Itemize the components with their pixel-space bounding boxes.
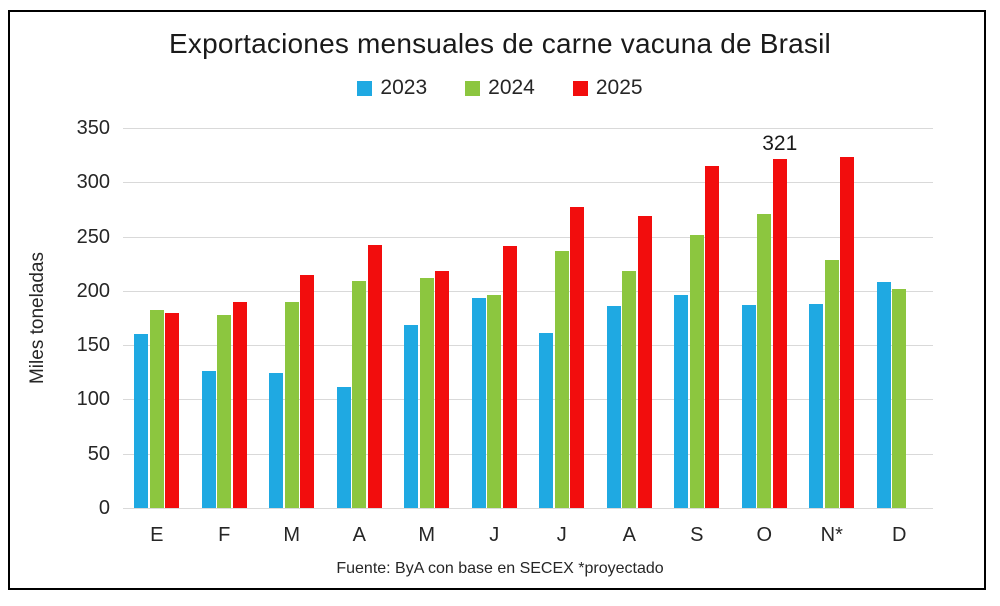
y-tick-label-100: 100 — [76, 388, 110, 411]
legend-item-2023: 2023 — [357, 76, 427, 100]
bar-2024-M — [284, 302, 299, 508]
bar-2023-J — [471, 298, 486, 508]
x-axis-label-M: M — [283, 524, 301, 546]
bar-2023-O — [741, 305, 756, 508]
bar-2023-J — [539, 333, 554, 508]
x-axis-label-A: A — [622, 524, 636, 546]
bar-2024-E — [149, 310, 164, 508]
bar-2025-N* — [840, 157, 855, 508]
x-axis-label-J: J — [556, 524, 567, 546]
bar-2024-J — [554, 251, 569, 508]
bar-2024-D — [892, 289, 907, 508]
legend-swatch-2023 — [357, 80, 373, 96]
legend-swatch-2024 — [465, 80, 481, 96]
bar-2025-J — [570, 207, 585, 508]
bar-2023-A — [336, 387, 351, 508]
x-axis-label-S: S — [690, 524, 704, 546]
y-tick-label-150: 150 — [76, 334, 110, 357]
bar-2025-F — [232, 302, 247, 508]
bar-2025-M — [435, 271, 450, 508]
bar-value-label: 321 — [762, 132, 798, 155]
bar-2023-E — [134, 334, 149, 508]
gridline-200 — [123, 290, 933, 292]
gridline-50 — [123, 453, 933, 455]
y-tick-label-300: 300 — [76, 171, 110, 194]
bar-2025-E — [165, 313, 180, 508]
gridline-350 — [123, 128, 933, 129]
gridline-0 — [123, 508, 933, 509]
bar-2024-M — [419, 278, 434, 508]
bar-2024-S — [689, 235, 704, 508]
bar-2024-O — [757, 214, 772, 508]
y-tick-label-200: 200 — [76, 279, 110, 302]
x-axis-label-J: J — [489, 524, 500, 546]
bar-2025-O — [772, 159, 787, 508]
bar-2023-S — [674, 295, 689, 508]
gridline-150 — [123, 345, 933, 347]
x-axis-label-E: E — [150, 524, 164, 546]
bar-2025-S — [705, 166, 720, 508]
bar-2024-A — [622, 271, 637, 508]
y-tick-label-350: 350 — [76, 117, 110, 139]
y-tick-label-50: 50 — [87, 442, 110, 465]
y-axis-title: Miles toneladas — [27, 251, 48, 385]
x-axis-label-O: O — [756, 524, 773, 546]
bar-2023-D — [876, 282, 891, 508]
bar-2025-M — [300, 275, 315, 508]
legend-item-2025: 2025 — [572, 76, 643, 100]
bar-2024-A — [352, 281, 367, 508]
x-axis-label-M: M — [418, 524, 436, 546]
legend-swatch-2025 — [572, 80, 588, 96]
legend-label: 2023 — [380, 76, 428, 99]
x-axis-label-N*: N* — [820, 524, 843, 546]
bar-2025-A — [637, 216, 652, 508]
source-note: Fuente: ByA con base en SECEX *proyectad… — [336, 560, 664, 577]
legend-label: 2025 — [595, 76, 643, 99]
bar-2023-A — [606, 306, 621, 508]
x-axis-label-A: A — [352, 524, 366, 546]
bar-2024-J — [487, 295, 502, 508]
bar-2025-J — [502, 246, 517, 508]
x-axis-label-F: F — [218, 524, 231, 546]
gridline-300 — [123, 182, 933, 184]
legend: 2023 2024 2025 — [0, 76, 1000, 100]
legend-item-2024: 2024 — [465, 76, 535, 100]
y-tick-label-250: 250 — [76, 225, 110, 248]
bar-2023-M — [404, 325, 419, 508]
bar-2025-A — [367, 245, 382, 508]
bar-2023-F — [201, 371, 216, 508]
chart-title: Exportaciones mensuales de carne vacuna … — [169, 28, 831, 59]
gridline-100 — [123, 399, 933, 401]
x-axis-label-D: D — [892, 524, 907, 546]
bar-2024-F — [217, 315, 232, 508]
bar-2023-N* — [809, 304, 824, 508]
gridline-250 — [123, 236, 933, 238]
bar-2024-N* — [824, 260, 839, 508]
y-tick-label-0: 0 — [98, 497, 110, 519]
bar-2023-M — [269, 373, 284, 508]
legend-label: 2024 — [488, 76, 535, 99]
